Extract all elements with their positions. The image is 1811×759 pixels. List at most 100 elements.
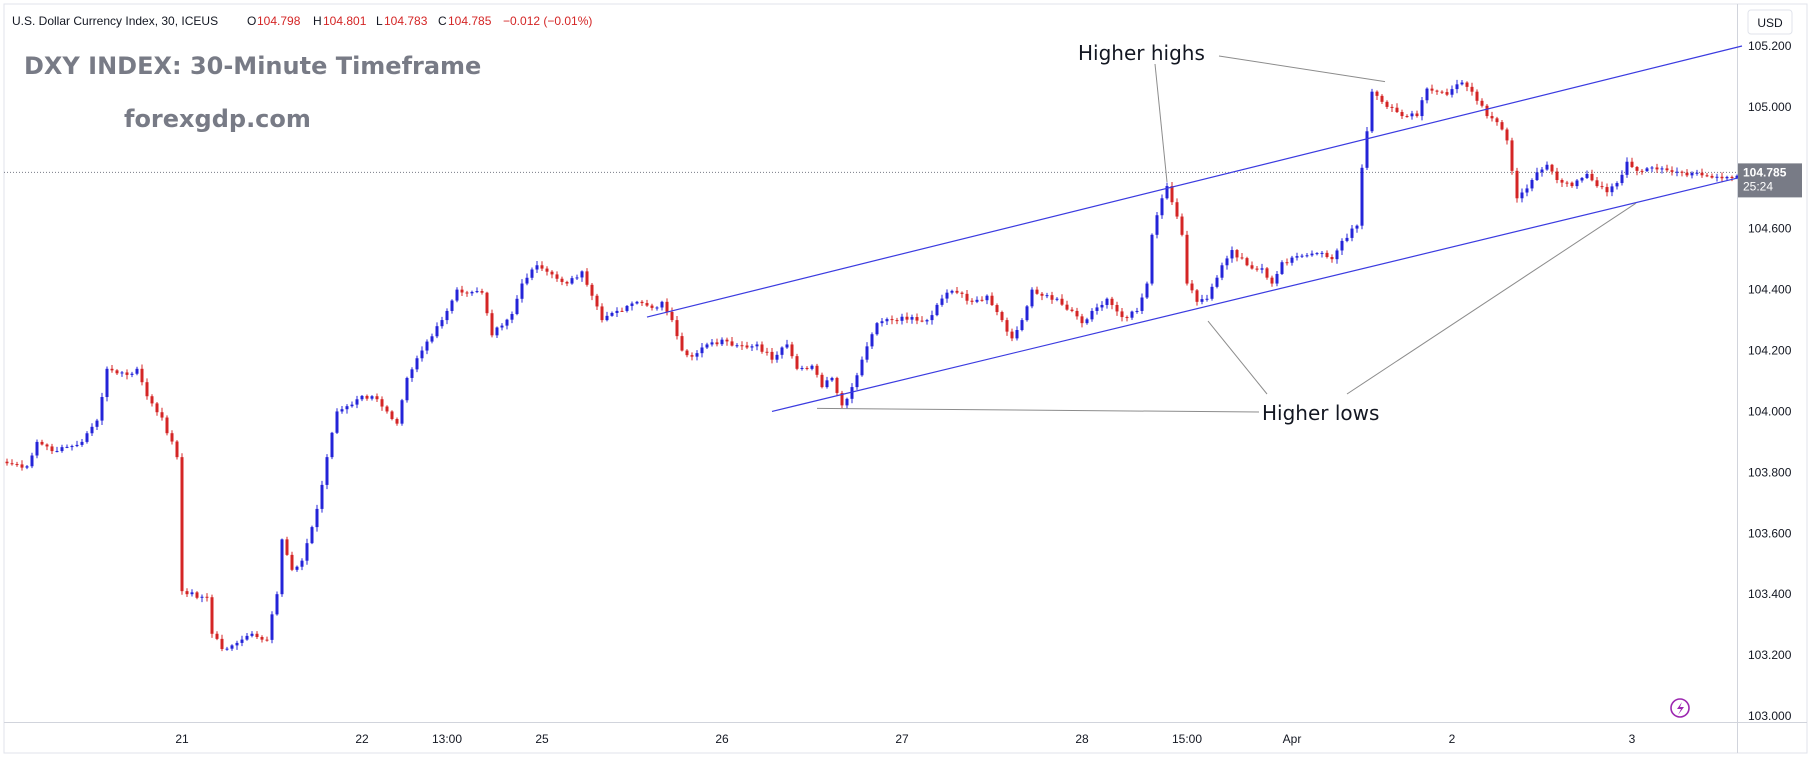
candle-body (1555, 171, 1559, 180)
currency-button-box[interactable] (1747, 9, 1793, 35)
candle-body (1080, 316, 1084, 324)
price-tick-label: 104.000 (1748, 404, 1792, 418)
candle-body (40, 441, 44, 445)
candle-body (875, 323, 879, 335)
candle-body (890, 319, 894, 321)
candle-body (1430, 88, 1434, 91)
candle-body (1135, 310, 1139, 312)
candle-body (1270, 277, 1274, 284)
time-tick-label: 27 (895, 732, 909, 746)
candle-body (180, 457, 184, 592)
candle-body (1150, 234, 1154, 284)
candle-body (215, 633, 219, 639)
candle-body (1475, 91, 1479, 101)
candle-body (795, 356, 799, 369)
candle-body (1735, 175, 1739, 179)
candle-body (55, 451, 59, 453)
candle-body (1565, 182, 1569, 184)
candle-body (1525, 188, 1529, 193)
trendlines[interactable] (646, 45, 1743, 413)
candle-body (830, 377, 834, 381)
candle-body (1070, 309, 1074, 311)
time-tick-label: 21 (175, 732, 189, 746)
higher-lows-label[interactable]: Higher lows (1262, 401, 1379, 425)
time-tick-label: 13:00 (432, 732, 462, 746)
candle-body (295, 566, 299, 570)
lightning-icon-bolt[interactable] (1677, 702, 1684, 715)
candle-body (1335, 250, 1339, 260)
candle-body (1355, 225, 1359, 229)
ohlc-legend: U.S. Dollar Currency Index, 30, ICEUS O … (12, 14, 592, 28)
candle-body (1110, 298, 1114, 305)
candle-body (300, 560, 304, 567)
price-tick-label: 105.200 (1748, 39, 1792, 53)
candle-body (1410, 113, 1414, 117)
candle-body (1495, 118, 1499, 123)
candle-body (135, 368, 139, 374)
candle-body (265, 639, 269, 641)
close-label: C (438, 14, 447, 28)
candle-body (670, 311, 674, 321)
candle-body (20, 464, 24, 468)
time-tick-label: 2 (1449, 732, 1456, 746)
candle-body (1635, 167, 1639, 171)
candle-body (465, 292, 469, 294)
candle-body (410, 369, 414, 378)
candle-body (690, 355, 694, 357)
candle-body (280, 539, 284, 595)
candle-body (1320, 252, 1324, 254)
channel-trendline-extension (771, 404, 798, 413)
candle-body (1250, 265, 1254, 269)
candle-body (1180, 216, 1184, 235)
candle-body (1580, 177, 1584, 181)
candle-body (195, 592, 199, 598)
candle-body (810, 365, 814, 369)
candle-body (235, 642, 239, 646)
candle-body (1460, 82, 1464, 85)
highs-leader-line (1218, 55, 1386, 83)
candle-body (815, 365, 819, 375)
price-tag-value: 104.785 (1743, 165, 1787, 179)
candle-body (700, 347, 704, 354)
candle-body (585, 271, 589, 285)
candle-body (260, 637, 264, 640)
currency-label[interactable]: USD (1757, 16, 1783, 30)
time-tick-label: 25 (535, 732, 549, 746)
candle-body (90, 426, 94, 434)
candle-body (315, 508, 319, 528)
higher-highs-label[interactable]: Higher highs (1078, 41, 1205, 65)
candle-body (805, 367, 809, 369)
candle-body (1395, 107, 1399, 113)
candle-body (360, 395, 364, 400)
candle-body (1085, 319, 1089, 324)
candle-body (565, 281, 569, 284)
candle-body (845, 398, 849, 406)
candle-body (1190, 283, 1194, 291)
candle-body (770, 351, 774, 360)
candle-body (1585, 173, 1589, 178)
candle-body (1695, 172, 1699, 174)
candle-body (1590, 173, 1594, 181)
candle-body (1515, 170, 1519, 199)
candle-body (1530, 180, 1534, 189)
candle-body (75, 444, 79, 447)
candle-body (1715, 176, 1719, 178)
candle-body (860, 359, 864, 376)
candle-body (775, 354, 779, 360)
price-tick-label: 103.000 (1748, 709, 1792, 723)
current-price-tag: 104.785 25:24 (1738, 163, 1802, 198)
candle-body (650, 305, 654, 308)
candle-body (1420, 100, 1424, 117)
currency-button[interactable]: USD (1747, 9, 1793, 35)
lightning-icon-ring[interactable] (1670, 698, 1690, 718)
candle-body (675, 320, 679, 337)
candle-body (145, 382, 149, 397)
candle-body (500, 325, 504, 328)
candle-body (15, 464, 19, 466)
candle-body (110, 368, 114, 371)
candle-body (640, 301, 644, 304)
lightning-icon[interactable] (1670, 698, 1690, 718)
candle-body (270, 614, 274, 640)
